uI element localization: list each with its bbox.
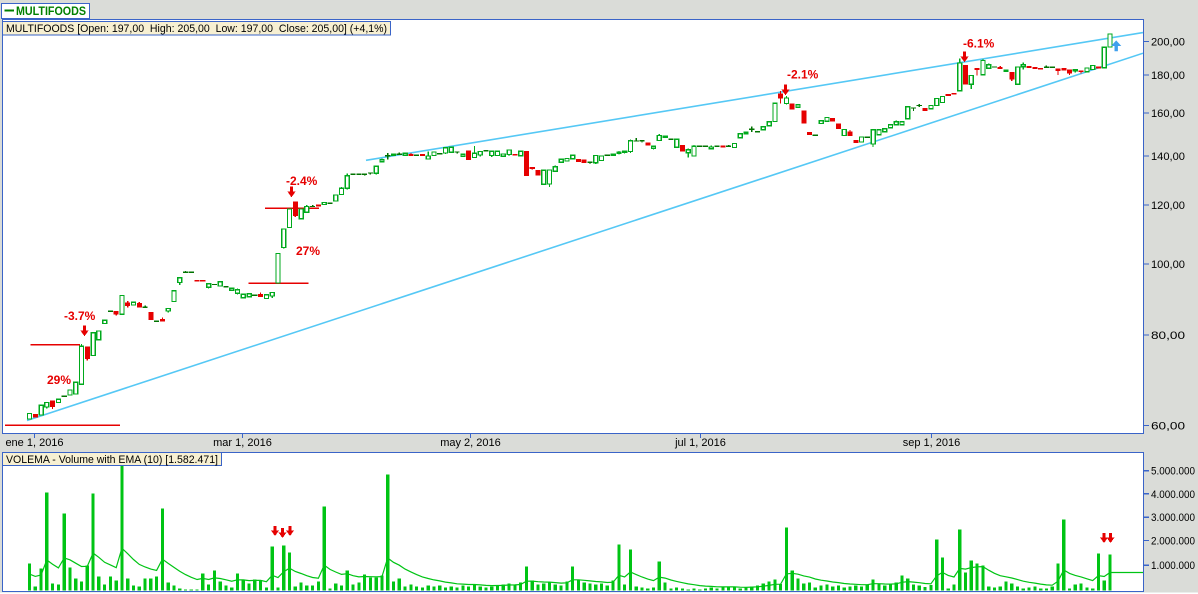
svg-text:140,00: 140,00 — [1151, 151, 1185, 163]
svg-text:120,00: 120,00 — [1151, 200, 1185, 212]
svg-text:27%: 27% — [296, 244, 320, 258]
svg-text:may 2, 2016: may 2, 2016 — [440, 437, 501, 449]
svg-text:ene 1, 2016: ene 1, 2016 — [5, 437, 63, 449]
svg-text:180,00: 180,00 — [1151, 70, 1185, 82]
svg-text:MULTIFOODS: MULTIFOODS — [16, 6, 86, 18]
svg-text:160,00: 160,00 — [1151, 108, 1185, 120]
svg-text:-3.7%: -3.7% — [64, 309, 96, 323]
svg-text:60,00: 60,00 — [1151, 421, 1185, 433]
svg-text:-2.1%: -2.1% — [787, 68, 819, 82]
svg-text:jul 1, 2016: jul 1, 2016 — [674, 437, 726, 449]
svg-text:80,00: 80,00 — [1151, 330, 1185, 342]
svg-text:100,00: 100,00 — [1151, 259, 1185, 271]
svg-text:-2.4%: -2.4% — [286, 174, 318, 188]
svg-text:2.000.000: 2.000.000 — [1151, 536, 1195, 548]
svg-text:1.000.000: 1.000.000 — [1151, 560, 1195, 572]
svg-text:-6.1%: -6.1% — [963, 37, 995, 51]
svg-text:mar 1, 2016: mar 1, 2016 — [213, 437, 272, 449]
svg-text:3.000.000: 3.000.000 — [1151, 512, 1195, 524]
svg-text:VOLEMA - Volume with EMA (10): VOLEMA - Volume with EMA (10) [1.582.471… — [6, 454, 218, 466]
svg-text:sep 1, 2016: sep 1, 2016 — [903, 437, 961, 449]
svg-text:200,00: 200,00 — [1151, 37, 1185, 49]
svg-text:5.000.000: 5.000.000 — [1151, 466, 1195, 478]
svg-text:29%: 29% — [47, 373, 71, 387]
svg-text:MULTIFOODS [Open: 197,00 High: MULTIFOODS [Open: 197,00 High: 205,00 Lo… — [6, 23, 387, 35]
svg-text:4.000.000: 4.000.000 — [1151, 489, 1195, 501]
